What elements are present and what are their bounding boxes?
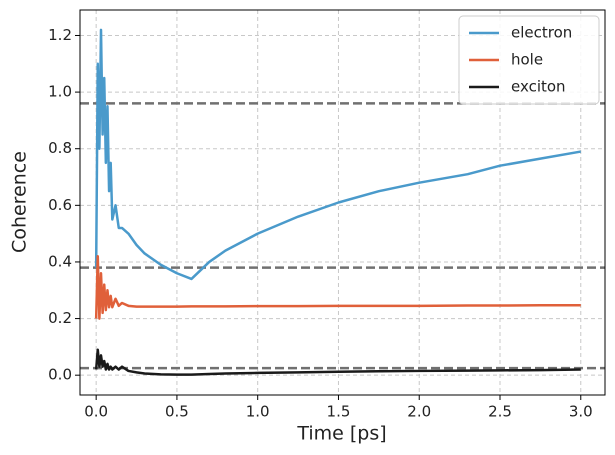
series-line — [94, 348, 581, 376]
y-tick-label: 0.0 — [48, 366, 72, 384]
plot-frame — [79, 9, 606, 396]
x-tick-label: 3.0 — [569, 403, 593, 421]
x-tick-label: 0.5 — [165, 403, 189, 421]
y-tick-label: 0.4 — [48, 252, 72, 270]
legend-box — [458, 15, 600, 105]
y-tick-label: 1.2 — [48, 26, 72, 44]
x-axis-label: Time [ps] — [296, 423, 386, 445]
x-tick-label: 2.0 — [407, 403, 431, 421]
x-tick-label: 0.0 — [84, 403, 108, 421]
legend-label: hole — [511, 51, 543, 69]
x-tick-label: 1.5 — [327, 403, 351, 421]
y-tick-label: 0.6 — [48, 196, 72, 214]
series-line — [94, 255, 581, 320]
series-line — [94, 28, 581, 281]
y-tick-label: 0.8 — [48, 139, 72, 157]
y-axis-label: Coherence — [9, 151, 31, 253]
y-tick-label: 1.0 — [48, 83, 72, 101]
x-tick-label: 2.5 — [488, 403, 512, 421]
legend-label: exciton — [511, 78, 566, 96]
legend-label: electron — [511, 24, 572, 42]
x-tick-label: 1.0 — [246, 403, 270, 421]
y-tick-label: 0.2 — [48, 309, 72, 327]
